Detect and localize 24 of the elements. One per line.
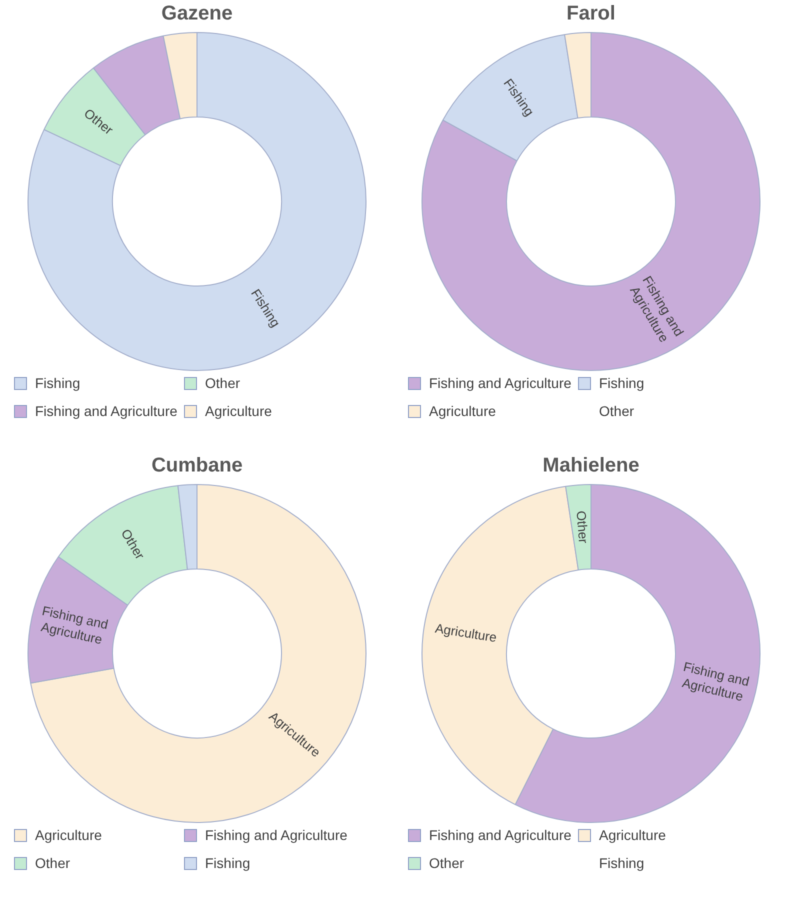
legend-label: Agriculture <box>34 827 103 843</box>
category-label: Fishing <box>599 855 644 871</box>
category-label: Other <box>599 403 634 419</box>
legend-label: Fishing and Agriculture <box>428 827 572 843</box>
legend-label: Agriculture <box>598 827 667 843</box>
chart-title: Cumbane <box>151 454 243 477</box>
legend-label: Fishing <box>204 855 252 871</box>
legend-label: Other <box>428 855 466 871</box>
slice-label: Fishing and Agriculture <box>40 602 110 648</box>
legend-label: Agriculture <box>428 403 497 419</box>
chart-title: Farol <box>566 2 616 25</box>
slice-label: Other <box>574 510 592 544</box>
legend-label: Fishing <box>598 375 646 391</box>
legend-label: Fishing and Agriculture <box>204 827 348 843</box>
legend-label: Agriculture <box>204 403 273 419</box>
slice-label: Fishing and Agriculture <box>680 658 751 704</box>
legend-label: Other <box>34 855 72 871</box>
legend-label: Fishing and Agriculture <box>428 375 572 391</box>
legend-label: Other <box>204 375 242 391</box>
legend-label: Fishing and Agriculture <box>34 403 178 419</box>
chart-title: Mahielene <box>542 454 640 477</box>
legend-label: Fishing <box>34 375 82 391</box>
slice-label: Agriculture <box>434 620 498 646</box>
chart-title: Gazene <box>161 2 233 25</box>
